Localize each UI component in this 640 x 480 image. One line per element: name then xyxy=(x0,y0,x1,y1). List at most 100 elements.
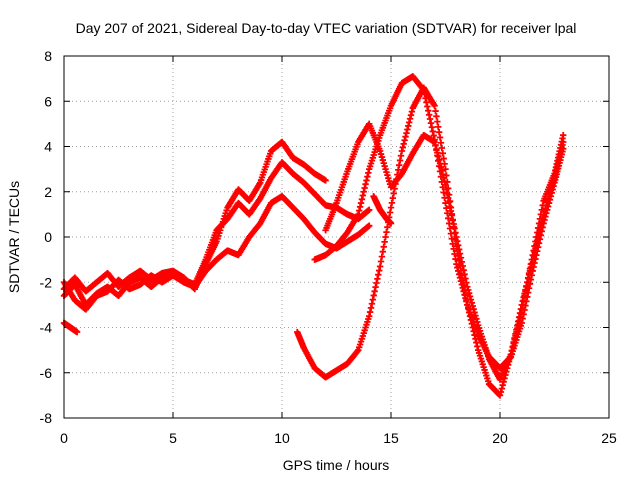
y-tick-label: 8 xyxy=(44,48,52,64)
data-point xyxy=(498,385,506,392)
data-point xyxy=(386,209,394,216)
data-point xyxy=(459,262,466,270)
data-point xyxy=(434,118,441,125)
data-point xyxy=(408,108,416,115)
data-point xyxy=(474,318,481,326)
x-axis-title: GPS time / hours xyxy=(283,457,390,473)
data-point xyxy=(440,174,447,181)
data-point xyxy=(449,240,456,247)
data-point xyxy=(364,173,371,180)
data-point xyxy=(536,226,544,233)
data-point xyxy=(438,167,446,174)
data-point xyxy=(366,308,374,316)
data-point xyxy=(405,122,412,130)
data-point xyxy=(455,246,463,253)
data-point xyxy=(387,204,395,211)
data-point xyxy=(470,306,477,313)
data-point xyxy=(405,119,413,126)
data-point xyxy=(390,190,397,197)
data-point xyxy=(375,271,382,278)
data-point xyxy=(380,243,387,251)
data-point xyxy=(448,212,456,219)
data-point xyxy=(354,348,361,355)
data-point xyxy=(357,199,365,207)
data-point xyxy=(433,113,440,120)
data-point xyxy=(451,225,458,232)
data-point xyxy=(424,103,431,110)
data-point xyxy=(465,289,473,297)
data-point xyxy=(456,250,464,257)
data-point xyxy=(452,229,459,236)
y-tick-label: -2 xyxy=(40,274,53,290)
data-point xyxy=(520,294,527,301)
data-point xyxy=(379,248,387,255)
x-tick-label: 10 xyxy=(274,430,290,446)
data-point xyxy=(439,150,446,157)
data-point xyxy=(370,292,377,299)
plot-frame xyxy=(63,55,610,419)
data-point xyxy=(516,309,524,317)
data-point xyxy=(534,237,541,244)
data-point xyxy=(375,267,383,274)
y-tick-label: -8 xyxy=(40,410,53,426)
data-point xyxy=(457,277,465,285)
data-series xyxy=(322,120,567,383)
data-point xyxy=(508,347,516,354)
data-point xyxy=(435,123,442,131)
axis-ticks: 0 5 10 15 20 25 -8 -6 -4 -2 0 2 4 6 8 xyxy=(40,48,617,446)
data-point xyxy=(366,206,373,214)
data-point xyxy=(445,215,452,222)
data-point xyxy=(431,102,438,109)
data-point xyxy=(519,297,526,305)
data-point xyxy=(432,107,439,115)
data-point xyxy=(366,222,373,229)
data-point xyxy=(426,115,434,123)
data-point xyxy=(425,111,433,119)
data-point xyxy=(514,322,521,329)
data-point xyxy=(466,293,474,300)
data-point xyxy=(455,267,462,275)
data-point xyxy=(460,266,467,274)
data-point xyxy=(432,142,439,149)
data-point xyxy=(440,189,447,196)
data-point xyxy=(445,194,452,202)
data-point xyxy=(513,326,520,333)
data-point xyxy=(407,112,415,119)
data-point xyxy=(533,241,540,248)
data-point xyxy=(467,296,475,303)
data-point xyxy=(395,161,403,169)
data-point xyxy=(365,169,372,177)
data-point xyxy=(401,137,408,144)
data-point xyxy=(499,381,506,389)
data-point xyxy=(526,267,534,275)
data-point xyxy=(474,343,481,350)
data-point xyxy=(388,199,396,207)
data-point xyxy=(512,330,519,338)
x-tick-label: 20 xyxy=(492,430,508,446)
data-point xyxy=(434,149,441,156)
data-point xyxy=(437,139,445,146)
y-tick-label: 4 xyxy=(44,139,52,155)
data-point xyxy=(399,144,407,151)
data-point xyxy=(422,95,429,102)
data-point xyxy=(427,119,435,127)
data-point xyxy=(355,211,362,218)
data-point xyxy=(537,222,545,229)
data-point xyxy=(458,281,466,288)
data-point xyxy=(532,245,539,252)
data-point xyxy=(435,156,443,164)
data-point xyxy=(511,334,518,342)
data-point xyxy=(469,302,476,310)
data-point xyxy=(377,258,385,265)
data-point xyxy=(382,233,389,241)
data-point xyxy=(368,300,376,307)
data-point xyxy=(376,263,384,270)
data-point xyxy=(455,242,462,249)
data-point xyxy=(497,388,505,396)
data-point xyxy=(428,124,436,131)
data-point xyxy=(359,192,367,199)
data-point xyxy=(531,248,538,256)
data-point xyxy=(517,305,525,313)
